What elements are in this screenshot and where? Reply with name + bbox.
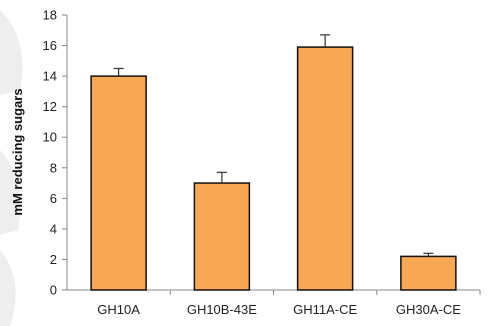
y-tick-label: 4: [50, 221, 57, 236]
y-tick-label: 14: [43, 69, 57, 84]
y-axis: 0 2 4 6 8 10 12 14 16 18: [43, 8, 68, 298]
y-tick-label: 0: [50, 283, 57, 298]
bar-gh30a-ce: [400, 255, 457, 291]
bar-gh11a-ce: [296, 46, 354, 291]
y-tick-label: 6: [50, 191, 57, 206]
y-axis-title: mM reducing sugars: [10, 88, 25, 215]
y-tick-label: 10: [43, 130, 57, 145]
x-tick-label: GH11A-CE: [293, 302, 357, 317]
x-tick-label: GH30A-CE: [396, 302, 461, 317]
x-tick-label: GH10B-43E: [187, 302, 257, 317]
x-tick-label: GH10A: [97, 302, 140, 317]
bar-gh10a: [90, 75, 147, 291]
bar-gh10b-43e: [193, 182, 251, 291]
y-tick-label: 2: [50, 252, 57, 267]
y-tick-label: 12: [43, 99, 57, 114]
y-tick-label: 8: [50, 160, 57, 175]
y-tick-label: 18: [43, 8, 57, 23]
bars: [90, 34, 457, 291]
x-axis: GH10A GH10B-43E GH11A-CE GH30A-CE: [67, 289, 481, 317]
y-tick-label: 16: [43, 38, 57, 53]
